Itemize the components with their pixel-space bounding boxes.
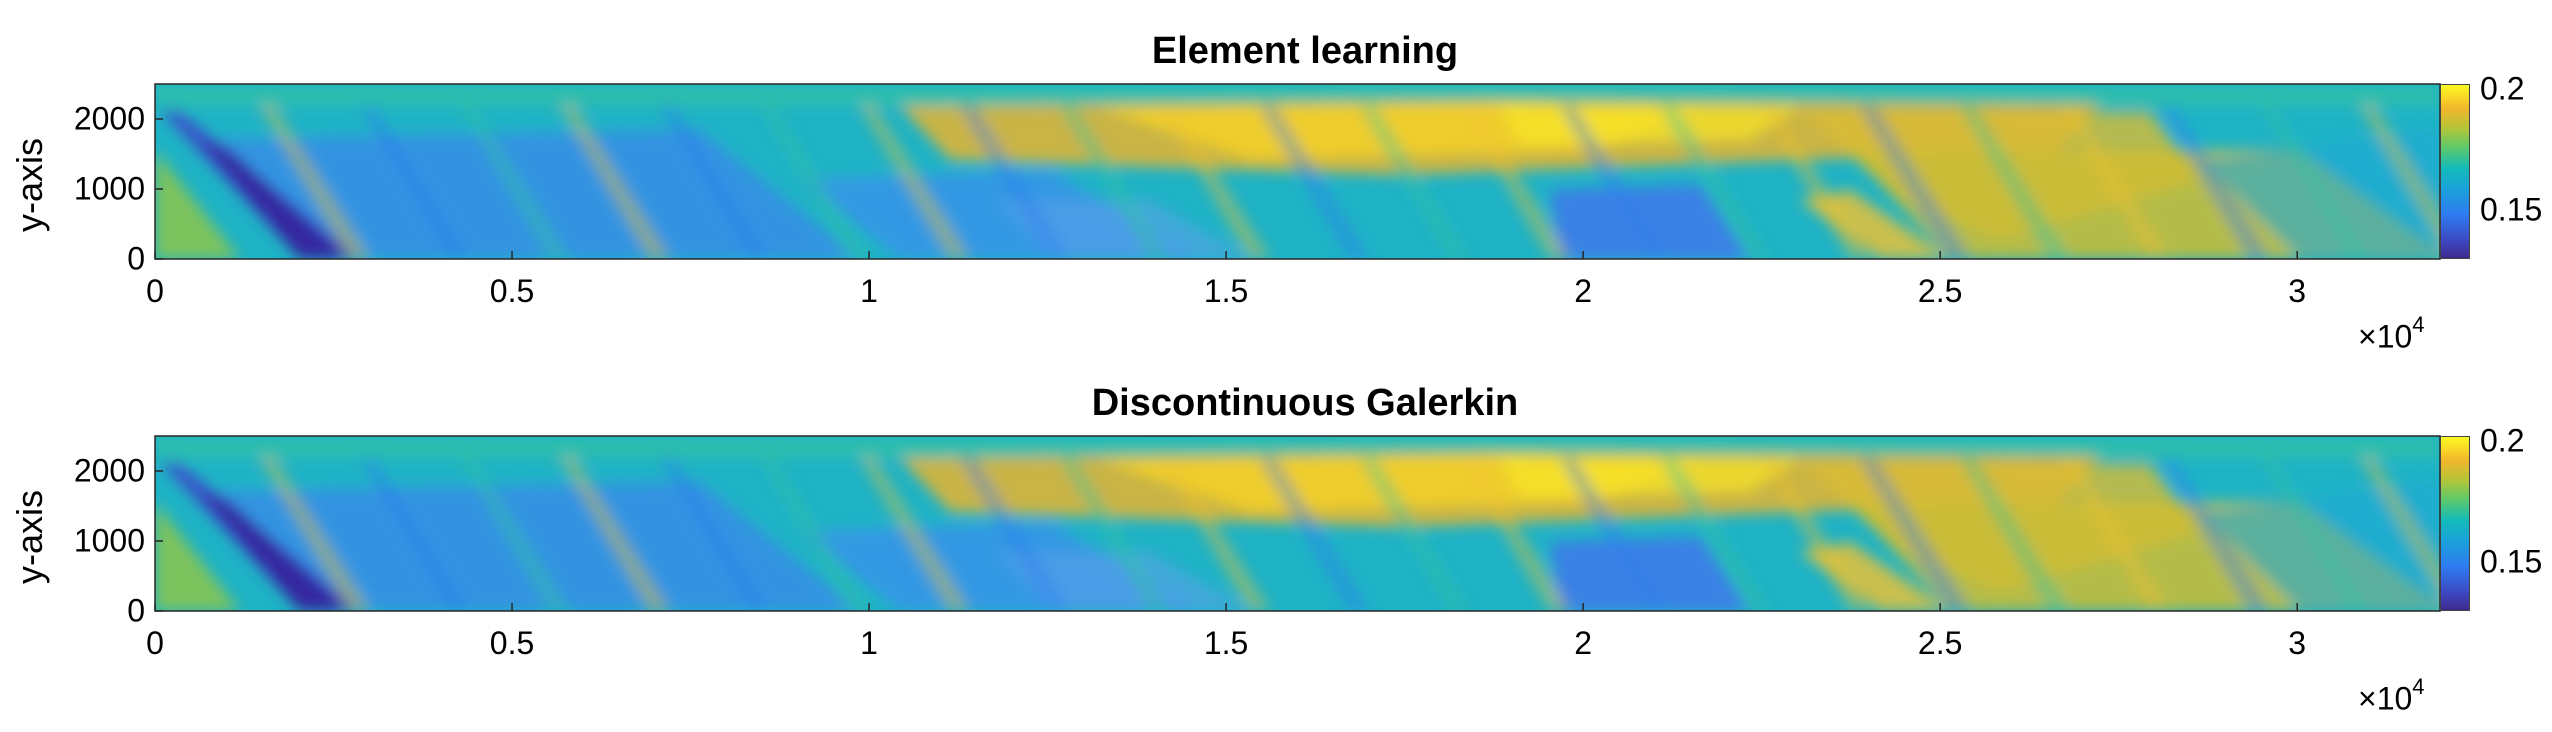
heatmap-region [1550,185,1750,259]
heatmap-streak [1560,458,1670,611]
heatmap-streak [1360,458,1470,611]
heatmap-streak [1960,458,2070,611]
heatmap-region [1000,200,1250,259]
heatmap-streak [1160,106,1270,259]
heatmap-field [155,436,2440,611]
heatmap-streak [1460,106,1570,259]
heatmap-region [200,140,350,259]
x-tick-label: 2.5 [1917,273,1963,309]
y-tick-label: 0 [127,592,145,629]
heatmap-streak [760,458,870,611]
heatmap-streak [1860,106,1970,259]
chart-panel-element-learning: Element learning y-axis ×104 0 0.5 1 1.5 2 2.… [9,30,2543,356]
x-tick-label: 0.5 [489,273,535,309]
heatmap-streak [360,458,470,611]
heatmap-streak [2160,106,2270,259]
x-tick-label: 0 [146,273,164,309]
heatmap-streak [360,106,470,259]
x-exponent-base: ×10 [2358,318,2413,355]
heatmap-streak [460,106,570,259]
heatmap-streak [1260,458,1370,611]
heatmap-streak [860,106,970,259]
y-tick-label: 2000 [73,100,145,137]
colorbar-tick-label: 0.2 [2480,422,2525,459]
heatmap-region [155,436,2440,458]
heatmap-streak [460,458,570,611]
heatmap-streak [1060,106,1170,259]
heatmap-streak [2060,458,2170,611]
heatmap-streak [1660,106,1770,259]
heatmap-streak [1260,106,1370,259]
chart-title: Element learning [1151,30,1459,72]
heatmap-region [1550,537,1750,611]
x-tick-label: 3 [2288,273,2307,309]
colorbar [2440,436,2470,611]
heatmap-streak [560,458,670,611]
heatmap-streak [1760,106,1870,259]
heatmap-plot [154,83,2441,260]
heatmap-streak [2060,106,2170,259]
heatmap-streak [560,106,670,259]
chart-panel-discontinuous-galerkin: Discontinuous Galerkin y-axis ×104 0 0.5 1… [0,352,2552,718]
heatmap-streak [1360,106,1470,259]
x-tick-label: 3 [2288,625,2307,661]
x-tick-label: 1 [860,625,878,661]
heatmap-streak [960,106,1070,259]
colorbar-tick-label: 0.15 [2480,191,2543,228]
x-tick-label: 0 [146,625,164,661]
heatmap-streak [1860,458,1970,611]
colorbar-tick-label: 0.2 [2480,70,2525,107]
x-tick-label: 0.5 [489,625,535,661]
heatmap-streak [2360,458,2440,594]
colorbar-tick-label: 0.15 [2480,543,2543,580]
heatmap-streak [1760,458,1870,611]
heatmap-streak [860,458,970,611]
heatmap-streak [1160,458,1270,611]
heatmap-streak [1060,458,1170,611]
heatmap-streak [960,458,1070,611]
x-exponent-label: ×104 [2358,674,2425,718]
heatmap-streak [260,458,370,611]
heatmap-region [155,150,240,259]
x-tick-label: 1.5 [1203,273,1249,309]
x-tick-label: 2 [1574,625,1593,661]
y-tick-label: 2000 [73,452,145,489]
x-tick-label: 2 [1574,273,1593,309]
heatmap-region [200,492,350,611]
x-exponent-power: 4 [2412,674,2425,699]
heatmap-streak [2260,106,2370,259]
y-tick-label: 1000 [73,170,145,207]
heatmap-plot [154,435,2441,612]
x-exponent-label: ×104 [2358,312,2425,356]
heatmap-streak [1960,106,2070,259]
chart-title: Discontinuous Galerkin [1091,382,1519,424]
heatmap-streak [2360,106,2440,242]
heatmap-streak [1460,458,1570,611]
heatmap-streak [660,106,770,259]
x-exponent-base: ×10 [2358,680,2413,717]
x-tick-label: 2.5 [1917,625,1963,661]
y-tick-label: 1000 [73,522,145,559]
heatmap-streak [760,106,870,259]
heatmap-region [155,502,240,611]
heatmap-streak [1560,106,1670,259]
heatmap-streak [260,106,370,259]
x-tick-label: 1.5 [1203,625,1249,661]
heatmap-region [1000,552,1250,611]
heatmap-field [155,84,2440,259]
heatmap-streak [2160,458,2270,611]
heatmap-streak [2260,458,2370,611]
heatmap-streak [660,458,770,611]
colorbar [2440,84,2470,259]
y-tick-label: 0 [127,240,145,277]
x-exponent-power: 4 [2412,312,2425,337]
heatmap-region [155,84,2440,106]
heatmap-streak [1660,458,1770,611]
x-tick-label: 1 [860,273,878,309]
